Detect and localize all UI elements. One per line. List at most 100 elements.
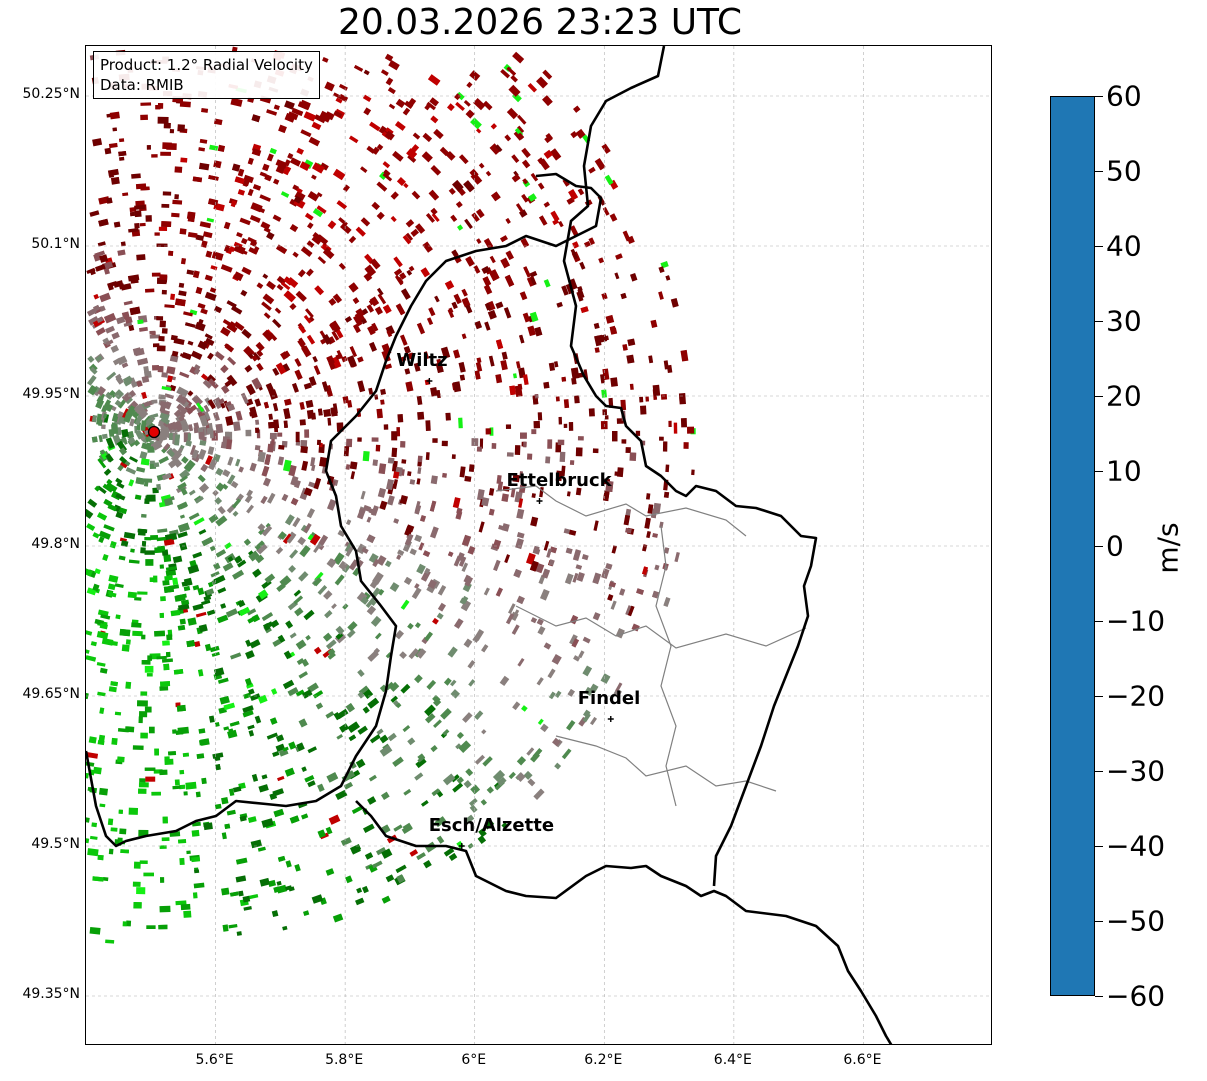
echo-cell — [467, 545, 476, 555]
echo-cell — [573, 105, 581, 113]
echo-cell — [168, 457, 180, 469]
echo-cell — [650, 508, 658, 519]
echo-cell — [227, 403, 236, 412]
echo-cell — [183, 910, 192, 918]
echo-cell — [111, 737, 118, 746]
echo-cell — [245, 383, 256, 396]
echo-cell — [346, 629, 356, 638]
radar-map[interactable] — [86, 46, 992, 1045]
echo-cell — [348, 235, 357, 244]
echo-cell — [274, 425, 279, 433]
lon-tick-label: 6.4°E — [713, 1052, 752, 1068]
echo-cell — [177, 394, 188, 405]
echo-cell — [144, 706, 152, 713]
echo-cell — [114, 583, 124, 588]
echo-cell — [376, 181, 388, 192]
echo-cell — [370, 615, 382, 627]
echo-cell — [224, 823, 231, 829]
echo-cell — [553, 361, 559, 368]
echo-cell — [376, 143, 384, 151]
echo-cell — [325, 868, 335, 876]
echo-cell — [222, 924, 229, 932]
echo-cell — [391, 447, 398, 458]
echo-cell — [180, 419, 190, 432]
echo-cell — [463, 780, 472, 789]
echo-cell — [121, 644, 130, 652]
echo-cell — [255, 419, 260, 425]
echo-cell — [179, 228, 187, 235]
colorbar-tick-label: 60 — [1106, 79, 1142, 113]
echo-cell — [622, 344, 628, 351]
echo-cell — [428, 307, 436, 317]
echo-cell — [473, 629, 485, 641]
echo-cell — [361, 547, 369, 554]
echo-cell — [429, 97, 439, 107]
echo-cell — [432, 694, 441, 704]
echo-cell — [583, 369, 589, 381]
echo-cell — [233, 555, 243, 564]
echo-cell — [522, 374, 529, 386]
echo-cell — [465, 256, 475, 267]
echo-cell — [489, 143, 501, 155]
echo-cell — [404, 100, 414, 109]
echo-cell — [139, 711, 148, 718]
echo-cell — [415, 223, 426, 234]
echo-cell — [275, 164, 286, 175]
echo-cell — [99, 292, 111, 303]
echo-cell — [261, 301, 272, 311]
echo-cell — [470, 784, 481, 795]
echo-cell — [153, 462, 160, 468]
echo-cell — [191, 829, 200, 837]
echo-cell — [134, 222, 140, 229]
echo-cell — [134, 210, 142, 218]
echo-cell — [178, 282, 185, 288]
map-panel[interactable] — [85, 45, 992, 1045]
echo-cell — [95, 355, 103, 362]
echo-cell — [668, 420, 672, 428]
echo-cell — [390, 215, 397, 223]
echo-cell — [158, 336, 165, 342]
echo-cell — [187, 340, 194, 346]
echo-cell — [625, 527, 632, 534]
echo-cell — [260, 495, 268, 505]
echo-cell — [100, 614, 111, 620]
echo-cell — [217, 587, 227, 594]
echo-cell — [240, 392, 249, 404]
echo-cell — [284, 514, 295, 526]
echo-cell — [305, 399, 314, 409]
echo-cell — [475, 362, 483, 372]
echo-cell — [516, 532, 525, 539]
echo-cell — [429, 526, 439, 539]
echo-cell — [660, 394, 668, 400]
echo-cell — [647, 504, 654, 514]
echo-cell — [536, 76, 549, 89]
echo-cell — [419, 514, 427, 523]
echo-cell — [411, 587, 422, 600]
echo-cell — [488, 508, 495, 516]
echo-cell — [121, 408, 130, 420]
echo-cell — [102, 553, 109, 561]
echo-cell — [578, 650, 585, 659]
echo-cell — [382, 172, 393, 182]
echo-cell — [131, 622, 142, 628]
echo-cell — [303, 487, 313, 497]
echo-cell — [452, 179, 464, 192]
echo-cell — [119, 828, 127, 835]
echo-cell — [127, 436, 136, 445]
echo-cell — [164, 393, 174, 400]
echo-cell — [305, 634, 311, 641]
echo-cell — [126, 430, 135, 439]
echo-cell — [283, 290, 297, 303]
echo-cell — [322, 632, 333, 642]
echo-cell — [479, 438, 484, 449]
radar-site-marker[interactable] — [147, 425, 161, 439]
echo-cell — [443, 677, 452, 686]
echo-cell — [334, 574, 345, 586]
echo-cell — [403, 788, 412, 796]
echo-cell — [382, 161, 391, 169]
echo-cell — [204, 411, 211, 420]
echo-cell — [261, 612, 274, 621]
echo-cell — [217, 505, 226, 515]
echo-cell — [252, 352, 261, 361]
echo-cell — [299, 419, 306, 426]
